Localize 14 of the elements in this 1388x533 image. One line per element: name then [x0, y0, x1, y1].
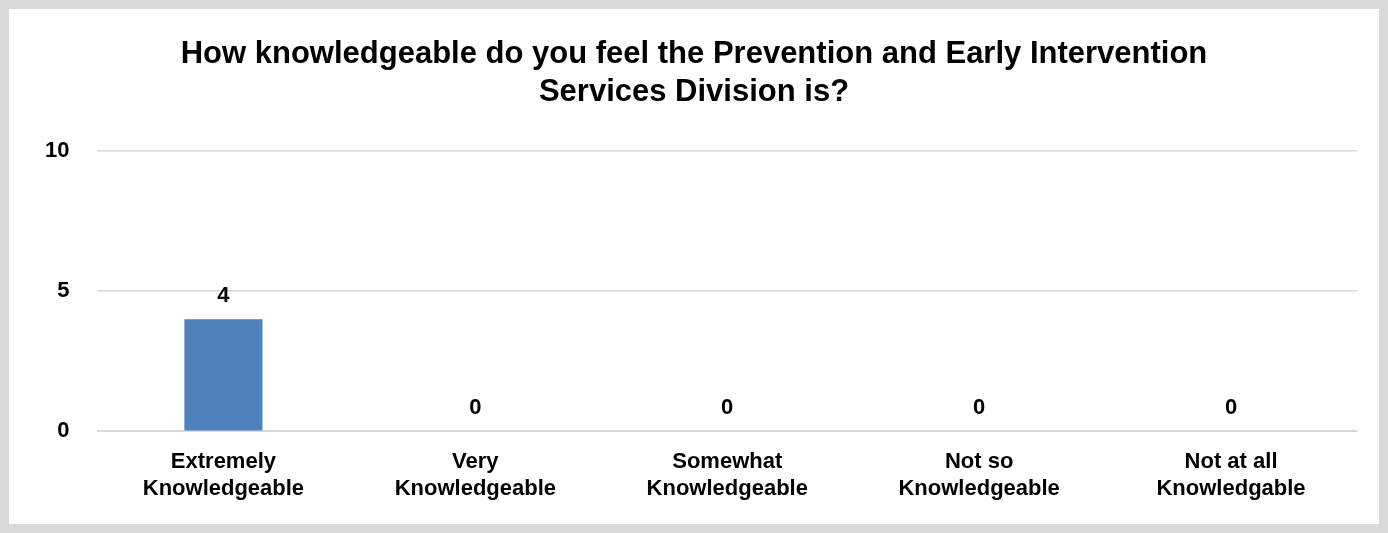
- x-tick-label: Extremely Knowledgeable: [142, 448, 305, 500]
- data-label: 0: [1224, 394, 1238, 420]
- y-tick-label: 10: [44, 137, 70, 163]
- x-tick-label: Very Knowledgeable: [394, 448, 557, 500]
- data-label: 0: [469, 394, 482, 420]
- data-label: 0: [973, 394, 986, 420]
- y-tick-label: 0: [57, 417, 70, 443]
- x-tick-label: Not so Knowledgeable: [898, 448, 1060, 500]
- x-tick-label: Not at all Knowledgable: [1156, 448, 1306, 500]
- chart-title: How knowledgeable do you feel the Prevention and Early Intervention Services Division is?: [179, 34, 1209, 110]
- data-label: 0: [721, 394, 734, 420]
- x-tick-label: Somewhat Knowledgeable: [646, 448, 808, 500]
- data-label: 4: [217, 282, 231, 308]
- y-tick-label: 5: [57, 277, 70, 303]
